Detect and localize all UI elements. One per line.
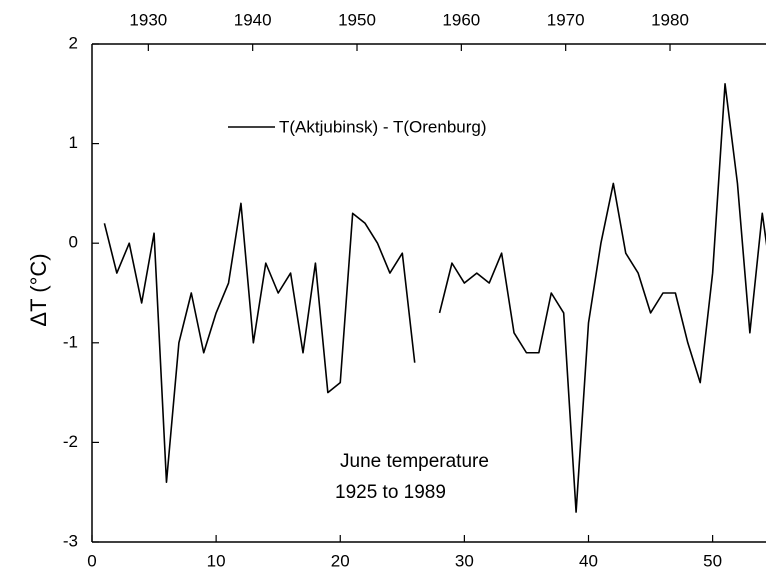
y-tick-label: 2 [69,33,78,52]
y-tick-label: -2 [63,432,78,451]
annotation: June temperature [340,451,489,472]
x-tick-label: 10 [207,551,226,570]
y-tick-label: 1 [69,133,78,152]
x2-tick-label: 1950 [338,10,376,29]
x2-tick-label: 1960 [442,10,480,29]
legend-label: T(Aktjubinsk) - T(Orenburg) [279,117,487,136]
x2-tick-label: 1940 [234,10,272,29]
x2-tick-label: 1930 [129,10,167,29]
y-tick-label: 0 [69,233,78,252]
annotation: 1925 to 1989 [335,482,446,503]
x-tick-label: 30 [455,551,474,570]
x-tick-label: 20 [331,551,350,570]
x-tick-label: 0 [87,551,96,570]
y-tick-label: -3 [63,531,78,550]
y-tick-label: -1 [63,332,78,351]
y-axis-label: ΔT (°C) [26,253,51,326]
x-tick-label: 50 [703,551,722,570]
x-tick-label: 40 [579,551,598,570]
x2-tick-label: 1970 [547,10,585,29]
x2-tick-label: 1980 [651,10,689,29]
data-line [103,83,766,513]
